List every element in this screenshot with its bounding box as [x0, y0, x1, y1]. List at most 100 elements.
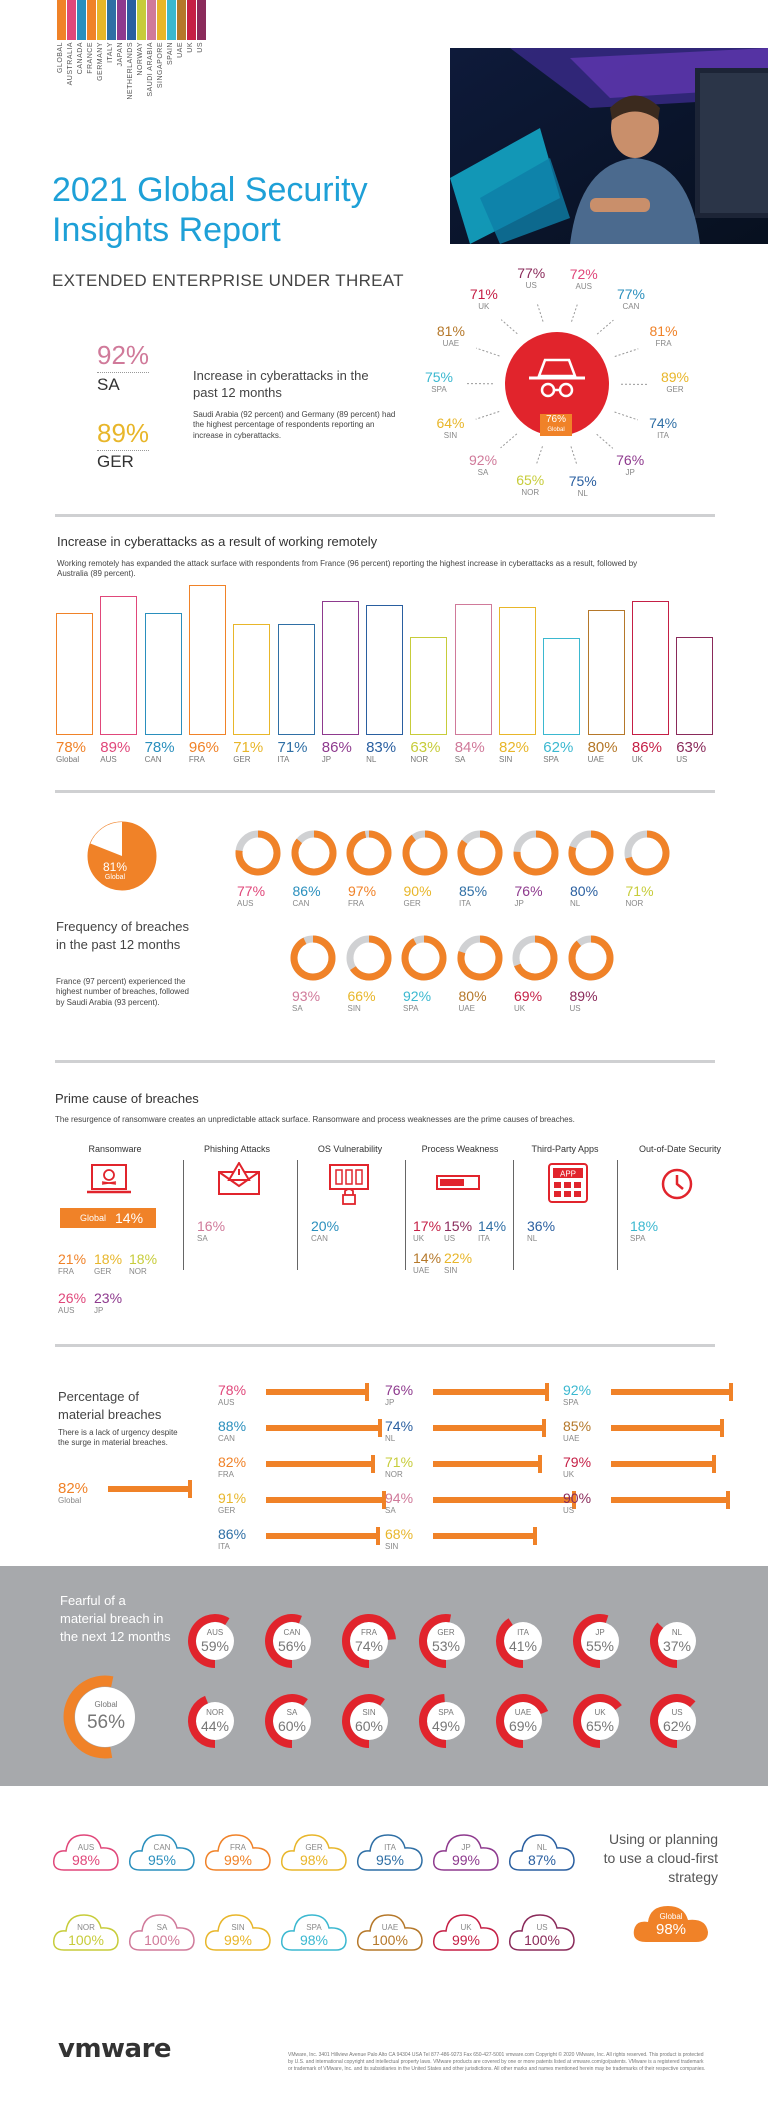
remote-heading: Increase in cyberattacks as a result of …: [57, 534, 378, 549]
legend-color-bar: [127, 0, 136, 40]
material-bar: [611, 1425, 722, 1431]
fear-value: 37%: [662, 1638, 692, 1654]
global-cyberattack-box: 76% Global: [540, 414, 572, 436]
vmware-logo: vmware: [58, 2034, 172, 2064]
ring-country: UK: [478, 301, 490, 311]
gauge-arc: [419, 1614, 452, 1668]
donut-arc: [568, 830, 614, 876]
fear-gauge: [342, 1614, 396, 1668]
legend-country-label: UAE: [177, 42, 184, 58]
sa-value: 92%: [97, 340, 150, 370]
material-country: NOR: [385, 1470, 403, 1479]
breach-donut: [346, 830, 392, 876]
material-value: 86%: [218, 1526, 247, 1542]
cloud-country: AUS: [77, 1843, 95, 1852]
cloud-shape: [128, 1834, 195, 1871]
legend-country-label: SAUDI ARABIA: [147, 42, 154, 97]
bar: [233, 624, 271, 735]
donut-country: SA: [292, 1004, 303, 1013]
fear-value: 62%: [662, 1718, 692, 1734]
cloud-country: ITA: [384, 1843, 396, 1852]
ring-connector: [614, 411, 639, 421]
cloud-value: 95%: [375, 1852, 405, 1868]
material-bar-cap: [542, 1419, 546, 1437]
cloud-value: 87%: [527, 1852, 557, 1868]
cause-value: 20%: [311, 1218, 340, 1234]
ring-country: AUS: [575, 281, 592, 291]
clock-icon: [661, 1168, 693, 1200]
ger-divider: [97, 450, 149, 451]
cloud-heading: Using or planning to use a cloud-first s…: [603, 1831, 718, 1885]
cause-value: 17%: [413, 1218, 442, 1234]
material-country: ITA: [218, 1542, 230, 1551]
ring-connector: [596, 433, 614, 449]
cloud-value: 98%: [299, 1932, 329, 1948]
cause-country: NL: [527, 1234, 538, 1243]
fear-value: 56%: [277, 1638, 307, 1654]
bar: [100, 595, 138, 735]
material-value: 76%: [385, 1382, 414, 1398]
donut-country: SPA: [403, 1004, 419, 1013]
app-icon-text: APP: [560, 1170, 576, 1179]
gauge-arc: [650, 1622, 678, 1668]
fear-gauge: [265, 1694, 311, 1748]
material-global-bar: [108, 1486, 190, 1492]
cyberattacks-heading: Increase in cyberattacks in the past 12 …: [193, 368, 369, 400]
bar-value-label: 71%: [277, 739, 308, 756]
breaches-desc: France (97 percent) experienced the high…: [56, 977, 189, 1007]
ring-value: 72%: [569, 265, 598, 282]
breaches-global-pie: [87, 821, 157, 891]
cloud-value: 98%: [299, 1852, 329, 1868]
legend-color-bar: [167, 0, 176, 40]
material-bar-cap: [726, 1491, 730, 1509]
fear-country: UAE: [514, 1708, 532, 1717]
fear-value: 59%: [200, 1638, 230, 1654]
cause-country: GER: [94, 1267, 112, 1276]
bar-value-label: 78%: [144, 739, 175, 756]
donut-country: SIN: [347, 1004, 361, 1013]
donut-arc: [513, 830, 558, 876]
material-bar-cap: [378, 1419, 383, 1437]
bar-value-label: 78%: [56, 739, 87, 756]
ring-item: 65% NOR: [512, 473, 548, 498]
donut-arc: [290, 935, 336, 981]
gauge-arc: [265, 1694, 308, 1748]
legend-color-bar: [147, 0, 156, 40]
fear-country: UK: [594, 1708, 606, 1717]
cause-divider: [405, 1160, 406, 1270]
ring-country: SPA: [431, 384, 447, 394]
fear-country: SPA: [438, 1708, 454, 1717]
cause-country: ITA: [478, 1234, 490, 1243]
legend-color-bar: [137, 0, 146, 40]
bar-value-label: 83%: [366, 739, 397, 756]
cause-divider: [617, 1160, 618, 1270]
cause-value: 18%: [129, 1251, 158, 1267]
ring-value: 77%: [517, 265, 546, 282]
bar: [410, 636, 448, 735]
hero-photo: [450, 48, 768, 244]
material-country: JP: [385, 1398, 395, 1407]
cloud-global-label: Global: [659, 1912, 683, 1921]
fear-country: NOR: [206, 1708, 224, 1717]
ring-item: 77% CAN: [613, 287, 649, 312]
cause-value: 21%: [58, 1251, 87, 1267]
donut-country: JP: [514, 899, 524, 908]
fear-value: 49%: [431, 1718, 461, 1734]
donut-arc: [568, 935, 613, 981]
material-bar: [433, 1389, 547, 1395]
bar: [543, 638, 581, 735]
ring-item: 81% FRA: [646, 324, 682, 349]
legend-country-label: NETHERLANDS: [127, 42, 134, 100]
ring-connector: [536, 446, 543, 465]
legend-color-bar: [117, 0, 126, 40]
fear-gauge: [342, 1694, 388, 1748]
legend-color-bar: [157, 0, 166, 40]
donut-arc: [402, 830, 447, 876]
ring-country: SA: [477, 467, 489, 477]
ring-country: SIN: [443, 430, 458, 440]
bar-category-label: NOR: [410, 755, 429, 764]
report-title: 2021 Global Security Insights Report: [52, 170, 368, 250]
material-bar: [433, 1533, 535, 1539]
cause-divider: [297, 1160, 298, 1270]
material-bar: [266, 1497, 385, 1503]
